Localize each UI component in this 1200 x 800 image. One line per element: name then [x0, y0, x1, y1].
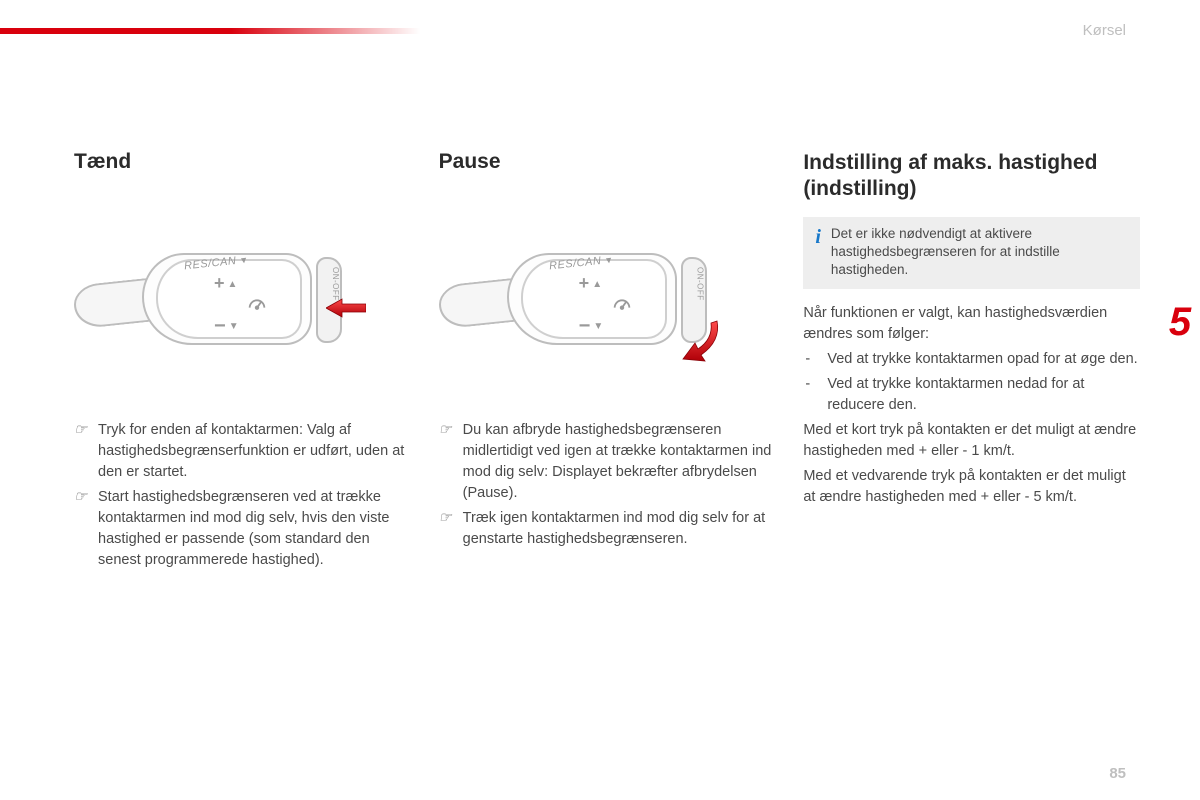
- content-columns: Tænd ON-OFF RES/CAN + −: [74, 150, 1140, 575]
- bullet-row: ☞ Start hastighedsbegrænseren ved at træ…: [74, 487, 411, 571]
- dash-row: - Ved at trykke kontaktarmen nedad for a…: [803, 374, 1140, 416]
- plus-symbol: +: [214, 273, 237, 294]
- endcap-label: ON-OFF: [331, 267, 340, 301]
- para-short-press: Med et kort tryk på kontakten er det mul…: [803, 420, 1140, 462]
- endcap-label: ON-OFF: [696, 267, 705, 301]
- info-text: Det er ikke nødvendigt at aktivere hasti…: [831, 225, 1128, 280]
- heading-indstilling: Indstilling af maks. hastighed (indstill…: [803, 150, 1140, 203]
- chapter-tab: 5: [1164, 290, 1200, 354]
- dash-text: Ved at trykke kontaktarmen nedad for at …: [827, 374, 1140, 416]
- bullet-row: ☞ Du kan afbryde hastighedsbegrænseren m…: [439, 420, 776, 504]
- info-box: i Det er ikke nødvendigt at aktivere has…: [803, 217, 1140, 290]
- dash-text: Ved at trykke kontaktarmen opad for at ø…: [827, 349, 1140, 370]
- info-icon: i: [815, 227, 821, 247]
- bullet-text: Du kan afbryde hastighedsbegrænseren mid…: [463, 420, 776, 504]
- diagram-pause: ON-OFF RES/CAN + −: [439, 219, 729, 379]
- minus-symbol: −: [214, 315, 239, 338]
- minus-symbol: −: [579, 315, 604, 338]
- plus-symbol: +: [579, 273, 602, 294]
- column-indstilling: Indstilling af maks. hastighed (indstill…: [803, 150, 1140, 575]
- bullet-row: ☞ Tryk for enden af kontaktarmen: Valg a…: [74, 420, 411, 483]
- top-red-bar: [0, 28, 420, 34]
- para-long-press: Med et vedvarende tryk på kontakten er d…: [803, 466, 1140, 508]
- bullet-marker-icon: ☞: [439, 420, 463, 504]
- section-label: Kørsel: [1083, 22, 1126, 39]
- bullets-taend: ☞ Tryk for enden af kontaktarmen: Valg a…: [74, 420, 411, 571]
- dash-list: - Ved at trykke kontaktarmen opad for at…: [803, 349, 1140, 416]
- speedometer-icon: [611, 293, 633, 315]
- dash-row: - Ved at trykke kontaktarmen opad for at…: [803, 349, 1140, 370]
- dash-marker: -: [803, 349, 827, 370]
- page-number: 85: [1109, 765, 1126, 782]
- heading-taend: Tænd: [74, 150, 411, 174]
- column-taend: Tænd ON-OFF RES/CAN + −: [74, 150, 411, 575]
- dash-marker: -: [803, 374, 827, 416]
- arrow-push-icon: [326, 297, 366, 319]
- bullet-marker-icon: ☞: [74, 487, 98, 571]
- bullet-row: ☞ Træk igen kontaktarmen ind mod dig sel…: [439, 508, 776, 550]
- bullet-marker-icon: ☞: [439, 508, 463, 550]
- diagram-pause-wrap: ON-OFF RES/CAN + −: [439, 194, 776, 404]
- bullet-text: Træk igen kontaktarmen ind mod dig selv …: [463, 508, 776, 550]
- diagram-taend: ON-OFF RES/CAN + −: [74, 219, 364, 379]
- column-pause: Pause ON-OFF RES/CAN + −: [439, 150, 776, 575]
- arrow-curl-icon: [671, 319, 723, 363]
- heading-pause: Pause: [439, 150, 776, 174]
- bullets-pause: ☞ Du kan afbryde hastighedsbegrænseren m…: [439, 420, 776, 550]
- bullet-text: Tryk for enden af kontaktarmen: Valg af …: [98, 420, 411, 483]
- speedometer-icon: [246, 293, 268, 315]
- intro-text: Når funktionen er valgt, kan hastighedsv…: [803, 303, 1140, 345]
- diagram-taend-wrap: ON-OFF RES/CAN + −: [74, 194, 411, 404]
- bullet-text: Start hastighedsbegrænseren ved at trækk…: [98, 487, 411, 571]
- bullet-marker-icon: ☞: [74, 420, 98, 483]
- chapter-number: 5: [1169, 300, 1191, 345]
